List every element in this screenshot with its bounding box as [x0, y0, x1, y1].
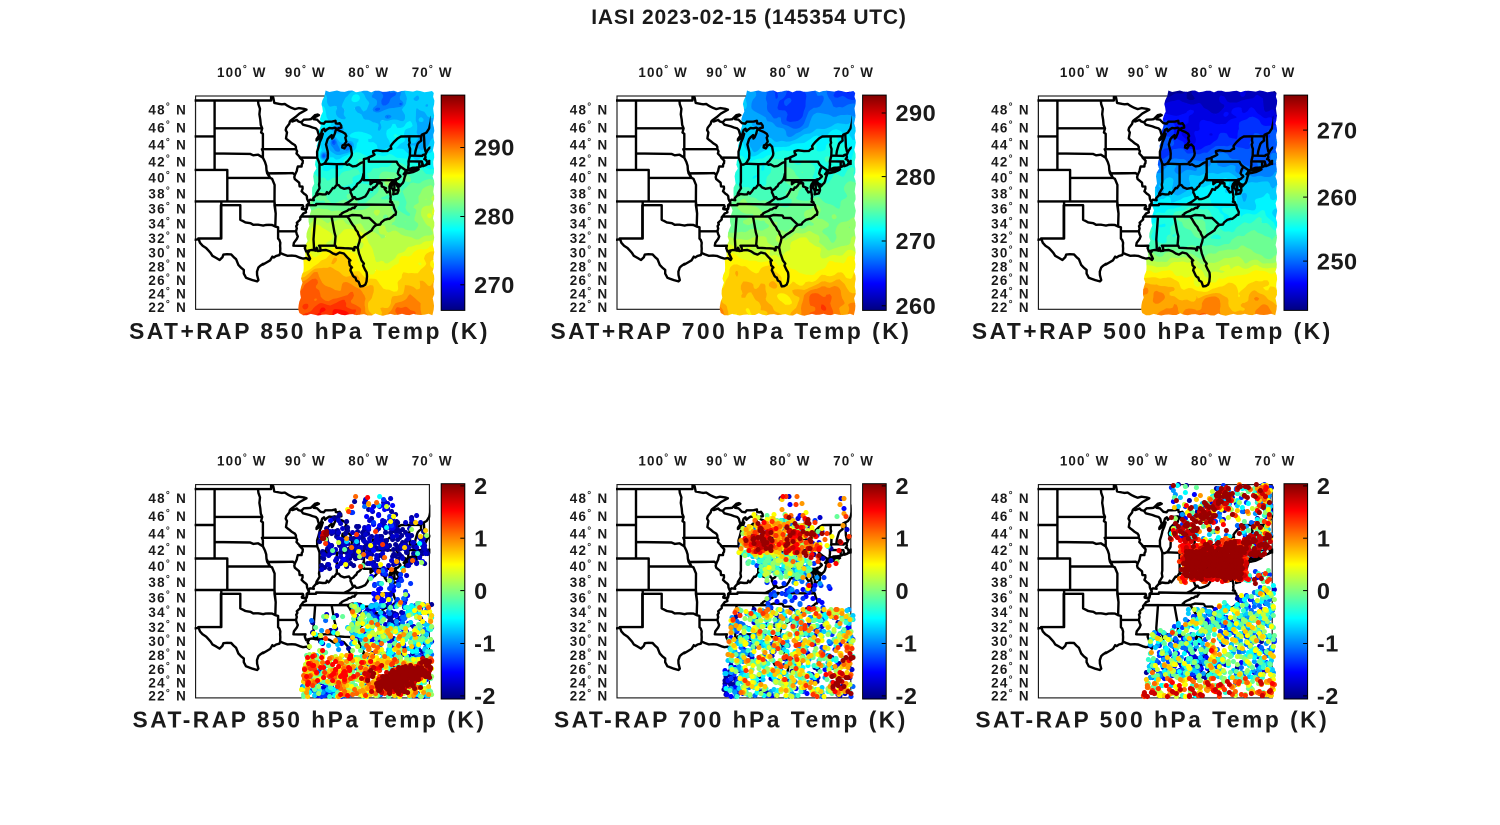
- svg-text:270: 270: [896, 228, 937, 254]
- svg-text:-1: -1: [474, 631, 496, 657]
- svg-text:290: 290: [896, 100, 937, 126]
- svg-text:SAT-RAP 850 hPa Temp (K): SAT-RAP 850 hPa Temp (K): [133, 707, 487, 733]
- svg-text:2: 2: [474, 473, 488, 499]
- svg-text:280: 280: [474, 204, 515, 230]
- svg-text:270: 270: [474, 272, 515, 298]
- svg-text:-1: -1: [896, 631, 918, 657]
- svg-text:SAT+RAP 500 hPa Temp (K): SAT+RAP 500 hPa Temp (K): [972, 318, 1333, 344]
- svg-text:1: 1: [896, 525, 910, 551]
- svg-text:SAT-RAP 700 hPa Temp (K): SAT-RAP 700 hPa Temp (K): [554, 707, 908, 733]
- svg-text:0: 0: [896, 578, 910, 604]
- svg-text:0: 0: [474, 578, 488, 604]
- svg-text:270: 270: [1317, 117, 1358, 143]
- svg-text:250: 250: [1317, 248, 1358, 274]
- svg-text:260: 260: [1317, 184, 1358, 210]
- svg-text:SAT+RAP 700 hPa Temp (K): SAT+RAP 700 hPa Temp (K): [550, 318, 911, 344]
- svg-text:2: 2: [896, 473, 910, 499]
- svg-text:260: 260: [896, 293, 937, 319]
- svg-text:290: 290: [474, 135, 515, 161]
- svg-text:1: 1: [474, 525, 488, 551]
- svg-text:-2: -2: [474, 683, 496, 709]
- svg-text:280: 280: [896, 164, 937, 190]
- svg-text:SAT+RAP 850 hPa Temp (K): SAT+RAP 850 hPa Temp (K): [129, 318, 490, 344]
- svg-text:-2: -2: [896, 683, 918, 709]
- svg-text:IASI 2023-02-15 (145354 UTC): IASI 2023-02-15 (145354 UTC): [591, 6, 906, 29]
